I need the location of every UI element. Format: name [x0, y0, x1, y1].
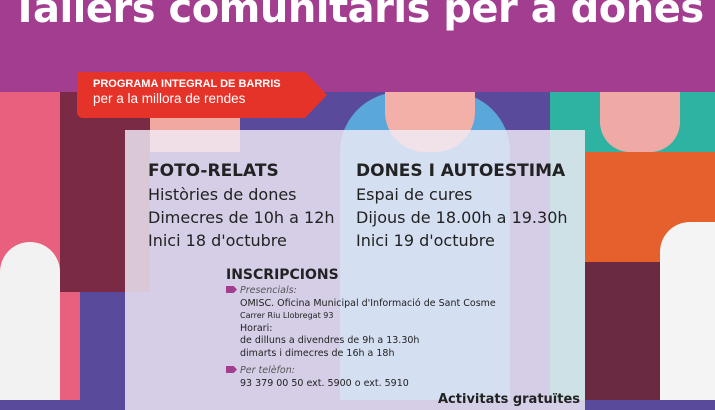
- registration-title: INSCRIPCIONS: [226, 267, 339, 283]
- banner-line-2: per a la millora de rendes: [93, 91, 246, 106]
- workshop-title: DONES I AUTOESTIMA: [356, 161, 566, 181]
- workshop-dones-autoestima: DONES I AUTOESTIMA Espai de cures Dijous…: [356, 160, 568, 252]
- workshop-schedule: Dijous de 18.00h a 19.30h: [356, 208, 568, 227]
- in-person-label: Presencials:: [240, 285, 297, 296]
- workshop-start: Inici 19 d'octubre: [356, 231, 495, 250]
- banner-line-1: PROGRAMA INTEGRAL DE BARRIS: [93, 78, 281, 90]
- workshop-start: Inici 18 d'octubre: [148, 231, 287, 250]
- program-banner: PROGRAMA INTEGRAL DE BARRIS per a la mil…: [77, 72, 327, 118]
- arrow-bullet-icon: [226, 366, 237, 373]
- phone-label: Per telèfon:: [240, 365, 295, 376]
- workshop-title: FOTO-RELATS: [148, 161, 279, 181]
- phone-number: 93 379 00 50 ext. 5900 o ext. 5910: [240, 377, 409, 389]
- workshop-subtitle: Històries de dones: [148, 185, 297, 204]
- workshop-foto-relats: FOTO-RELATS Històries de dones Dimecres …: [148, 160, 335, 252]
- poster-title: Tallers comunitaris per a dones: [11, 0, 704, 32]
- workshop-subtitle: Espai de cures: [356, 185, 473, 204]
- info-panel: [125, 130, 585, 410]
- hours-label: Horari:: [240, 322, 273, 334]
- workshop-schedule: Dimecres de 10h a 12h: [148, 208, 335, 227]
- arrow-bullet-icon: [226, 286, 237, 293]
- registration-section: INSCRIPCIONS Presencials: OMISC. Oficina…: [226, 266, 496, 390]
- hours-weekdays: de dilluns a divendres de 9h a 13.30h: [240, 335, 420, 346]
- hours-afternoons: dimarts i dimecres de 16h a 18h: [240, 347, 395, 359]
- office-address: Carrer Riu Llobregat 93: [240, 311, 334, 320]
- office-name: OMISC. Oficina Municipal d'Informació de…: [240, 297, 496, 309]
